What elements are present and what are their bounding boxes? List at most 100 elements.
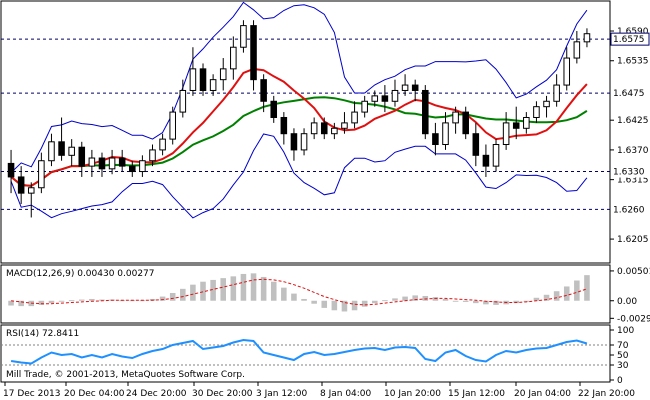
macd-bar [533,297,540,301]
candle-body [129,165,136,173]
candle-body [381,95,389,102]
macd-bar [38,300,45,305]
candle-body [139,160,146,173]
macd-bar [553,291,560,301]
macd-bar [311,300,317,304]
candle-body [98,157,106,170]
ma-red-line [10,67,588,187]
macd-bar [563,286,570,301]
macd-bar [281,287,287,301]
price-level-label: 1.6330 [613,168,645,178]
candle-body [472,133,480,156]
price-axis: 1.6590 1.6535 1.6425 1.6370 1.6315 1.6205 1.65… [610,27,650,245]
macd-tick-label: 0.00501 [617,267,650,277]
candle-body [341,122,348,129]
macd-bar [432,297,439,301]
rsi-level-lines [1,344,610,366]
macd-bar [8,300,14,306]
candle-body [583,33,591,43]
macd-bar [270,281,277,301]
macd-bar [331,300,338,311]
time-tick-label: 22 Jan 20:00 [578,389,635,399]
macd-bar [584,275,590,301]
price-tick-label: 1.6370 [617,146,649,156]
candle-body [331,127,338,135]
price-level-box [610,32,650,46]
macd-signal-line [11,278,588,306]
candle-body [108,157,116,170]
macd-bar [18,300,24,307]
macd-signal-path [11,278,588,306]
rsi-tick-label: 100 [617,326,634,336]
candle-body [240,25,247,48]
candle-body [310,122,318,135]
candle-body [48,141,55,162]
candle-body [422,89,429,135]
macd-bar [78,299,85,301]
rsi-line [10,338,588,365]
macd-bar [422,295,429,301]
candle-body [179,89,187,113]
macd-axis: 0.00501 0.00 -0.00295 [610,267,650,324]
candle-body [189,68,197,91]
price-level-label: 1.6575 [613,35,645,45]
macd-bar [361,300,368,307]
macd-bar [190,284,196,301]
candle-body [512,122,520,129]
macd-bar [543,294,550,301]
price-tick-label: 1.6590 [617,27,649,37]
macd-bar [99,299,105,301]
candle-body [290,133,298,151]
candle-body [523,116,530,129]
candle-body [361,100,368,113]
macd-title: MACD(12,26,9) 0.00430 0.00277 [6,269,155,279]
price-level-box [611,165,649,178]
price-tick-label: 1.6315 [617,176,649,186]
candlesticks [7,20,591,218]
macd-bar [442,298,449,301]
rsi-tick-label: 50 [617,351,629,361]
macd-bar [574,280,580,301]
macd-pane[interactable] [0,264,611,324]
candle-body [502,122,510,146]
candle-body [88,157,96,167]
candle-body [38,160,45,189]
candle-body [573,41,581,59]
time-tick-label: 20 Jan 04:00 [514,389,571,399]
macd-bar [382,300,388,302]
rsi-tick-label: 70 [617,341,629,351]
candle-body [230,46,237,70]
candle-body [553,84,560,102]
candle-body [401,84,409,91]
ma-green-line [10,96,588,187]
candle-body [432,133,439,146]
candle-body [300,133,308,151]
time-tick-label: 15 Jan 12:00 [448,389,505,399]
macd-bar [371,300,378,304]
time-tick-label: 30 Dec 20:00 [192,389,253,399]
candle-body [442,122,449,146]
price-pane[interactable] [0,0,611,264]
rsi-title: RSI(14) 72.8411 [6,329,79,339]
time-tick-label: 8 Jan 04:00 [320,389,372,399]
macd-bar [301,298,307,301]
moving-averages [10,67,588,187]
price-tick-label: 1.6425 [617,116,649,126]
macd-bar [159,296,166,301]
candle-body [351,111,358,124]
macd-bar [321,300,328,308]
rsi-pane[interactable] [0,324,611,383]
candle-body [159,138,166,151]
price-level-label: 1.6260 [613,205,645,215]
candle-body [250,25,257,81]
price-tick-label: 1.6535 [617,57,649,67]
time-tick-label: 10 Jan 20:00 [384,389,441,399]
candle-body [58,141,65,156]
macd-bar [402,296,408,301]
macd-bar [230,276,237,301]
candle-body [199,68,207,91]
macd-histogram [8,273,590,312]
candle-body [78,146,86,167]
candle-body [68,146,75,156]
